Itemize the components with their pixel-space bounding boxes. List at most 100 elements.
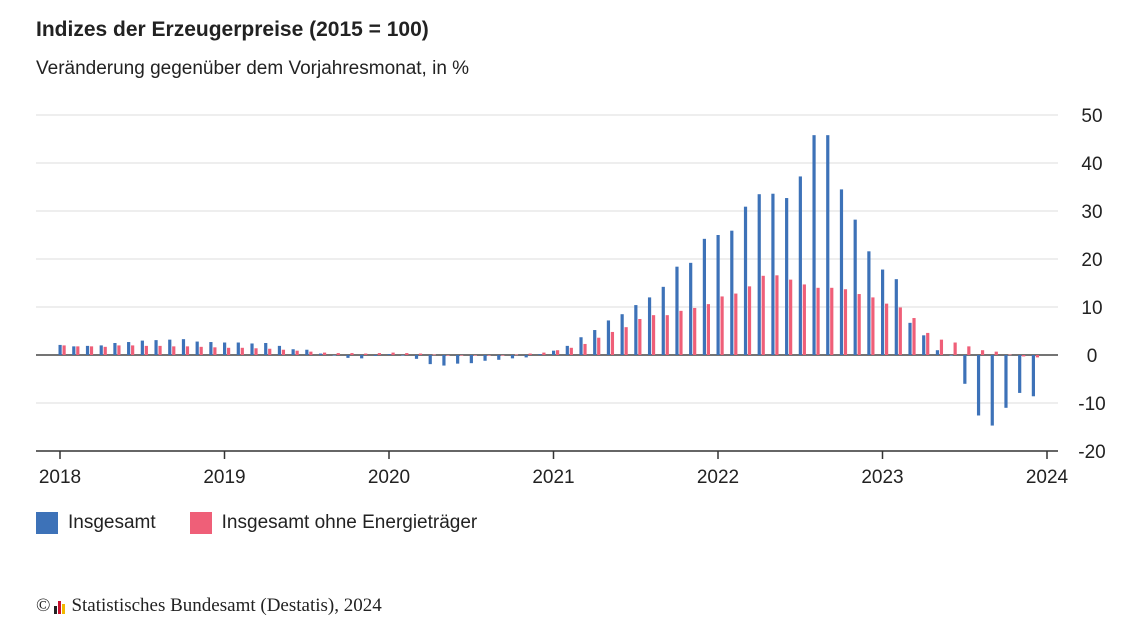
bar-ohne-energie	[967, 346, 971, 355]
bar-ohne-energie	[926, 332, 930, 355]
bar-insgesamt	[908, 322, 912, 355]
bar-insgesamt	[579, 337, 583, 355]
bar-insgesamt	[839, 189, 844, 355]
bar-ohne-energie	[405, 353, 409, 355]
bar-insgesamt	[99, 345, 103, 355]
bar-ohne-energie	[1022, 355, 1026, 357]
bar-ohne-energie	[62, 345, 66, 355]
bar-ohne-energie	[254, 348, 258, 355]
y-tick-label: 0	[1087, 346, 1098, 367]
bar-insgesamt	[277, 345, 282, 355]
bar-ohne-energie	[624, 327, 628, 355]
bar-insgesamt	[318, 353, 323, 355]
bar-insgesamt	[1031, 355, 1035, 397]
bar-ohne-energie	[542, 352, 546, 355]
bar-insgesamt	[1018, 355, 1022, 393]
bar-insgesamt	[853, 219, 857, 355]
bar-ohne-energie	[953, 342, 957, 355]
x-tick-label: 2020	[368, 467, 410, 488]
copyright-symbol: ©	[36, 595, 51, 616]
bar-ohne-energie	[432, 354, 436, 356]
bar-ohne-energie	[322, 352, 327, 355]
x-tick-label: 2024	[1026, 467, 1069, 488]
bar-insgesamt	[373, 355, 377, 356]
bar-ohne-energie	[295, 350, 299, 355]
bar-ohne-energie	[1008, 354, 1012, 356]
bar-insgesamt	[716, 235, 720, 355]
bar-ohne-energie	[172, 346, 176, 355]
bar-insgesamt	[730, 230, 734, 355]
bar-ohne-energie	[610, 331, 615, 355]
bar-insgesamt	[140, 340, 144, 355]
bar-insgesamt	[442, 355, 446, 366]
bar-insgesamt	[127, 342, 131, 355]
bar-insgesamt	[771, 193, 775, 355]
x-axis: 2018 2019 2020 2021 2022 2023 2024	[36, 450, 1069, 488]
x-tick-label: 2018	[39, 467, 81, 488]
bar-insgesamt	[58, 344, 62, 355]
bar-ohne-energie	[898, 307, 902, 355]
legend: Insgesamt Insgesamt ohne Energieträger	[36, 512, 511, 534]
bar-ohne-energie	[706, 304, 710, 355]
bar-insgesamt	[620, 314, 624, 355]
bar-ohne-energie	[761, 275, 765, 355]
bar-ohne-energie	[514, 354, 519, 356]
bar-ohne-energie	[843, 289, 848, 355]
bar-ohne-energie	[103, 346, 107, 355]
bar-ohne-energie	[734, 293, 738, 355]
bar-insgesamt	[963, 355, 967, 384]
bar-ohne-energie	[871, 297, 875, 355]
bar-chart: 2018 2019 2020 2021 2022 2023 2024 50 40 30 20 10 0…	[36, 106, 1106, 488]
bar-insgesamt	[195, 341, 199, 355]
bar-ohne-energie	[789, 279, 793, 355]
bar-ohne-energie	[912, 318, 916, 355]
bar-insgesamt	[1004, 355, 1008, 408]
bar-ohne-energie	[665, 315, 669, 355]
bar-ohne-energie	[185, 346, 190, 355]
bar-series	[58, 135, 1039, 426]
bar-ohne-energie	[679, 310, 683, 355]
bar-insgesamt	[894, 279, 898, 355]
source-text: Statistisches Bundesamt (Destatis), 2024	[71, 595, 382, 616]
y-tick-label: 20	[1081, 250, 1102, 271]
bar-ohne-energie	[117, 345, 121, 355]
bar-insgesamt	[881, 269, 885, 355]
bar-ohne-energie	[583, 343, 587, 355]
bar-insgesamt	[401, 355, 405, 356]
bar-insgesamt	[85, 345, 90, 355]
bar-insgesamt	[428, 355, 432, 365]
bar-insgesamt	[798, 176, 802, 355]
bar-ohne-energie	[487, 355, 491, 356]
bar-ohne-energie	[213, 347, 217, 355]
bar-insgesamt	[634, 305, 638, 355]
bar-insgesamt	[647, 297, 652, 355]
bar-ohne-energie	[556, 350, 560, 355]
bar-insgesamt	[497, 355, 501, 360]
bar-insgesamt	[209, 342, 213, 355]
bar-insgesamt	[168, 339, 172, 355]
legend-label-insgesamt: Insgesamt	[68, 512, 156, 533]
bar-ohne-energie	[501, 355, 505, 356]
bar-insgesamt	[483, 355, 487, 361]
legend-item-ohne-energie[interactable]: Insgesamt ohne Energieträger	[189, 512, 478, 534]
bar-ohne-energie	[651, 315, 656, 355]
y-tick-label: 10	[1081, 298, 1102, 319]
bar-insgesamt	[675, 266, 679, 355]
bar-ohne-energie	[460, 355, 464, 356]
bar-insgesamt	[291, 349, 295, 355]
bar-insgesamt	[565, 345, 569, 355]
bar-insgesamt	[360, 355, 364, 359]
bar-ohne-energie	[158, 345, 162, 355]
legend-label-ohne-energie: Insgesamt ohne Energieträger	[221, 512, 478, 533]
legend-item-insgesamt[interactable]: Insgesamt	[36, 512, 156, 534]
bar-insgesamt	[524, 355, 528, 358]
bar-ohne-energie	[336, 353, 340, 355]
legend-swatch-red	[189, 512, 212, 534]
bar-insgesamt	[743, 206, 748, 355]
bar-ohne-energie	[350, 353, 354, 355]
bar-ohne-energie	[830, 287, 834, 355]
bar-ohne-energie	[446, 355, 450, 356]
bar-insgesamt	[949, 355, 953, 356]
bar-insgesamt	[990, 355, 994, 426]
y-tick-label: -20	[1078, 442, 1105, 463]
